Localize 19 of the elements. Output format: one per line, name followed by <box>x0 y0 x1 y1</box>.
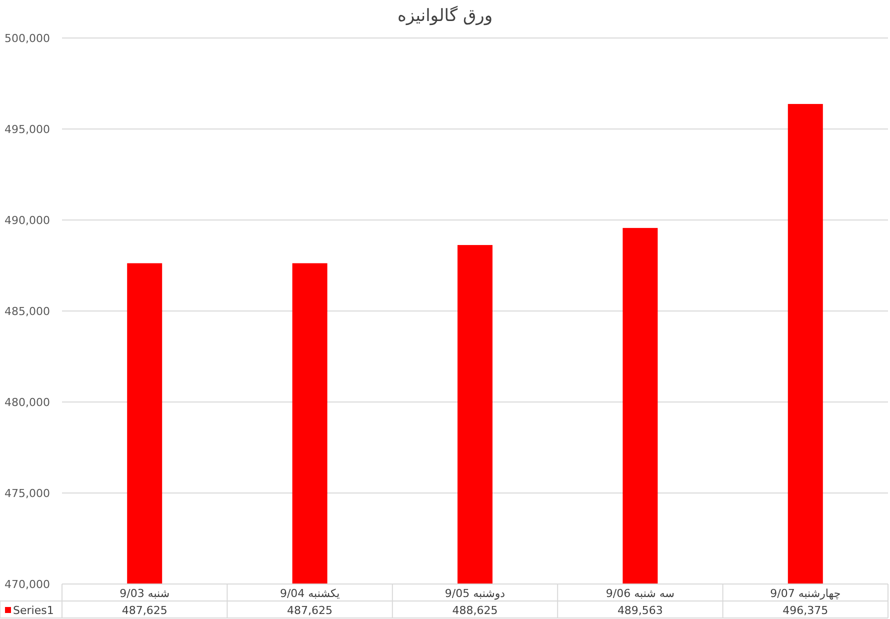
data-label: 489,563 <box>617 604 663 617</box>
x-tick-label: دوشنبه 9/05 <box>444 587 506 600</box>
y-tick-label: 480,000 <box>4 396 50 409</box>
y-tick-label: 490,000 <box>4 214 50 227</box>
data-label: 487,625 <box>287 604 333 617</box>
data-label: 496,375 <box>782 604 828 617</box>
data-label: 487,625 <box>122 604 168 617</box>
y-tick-label: 500,000 <box>4 32 50 45</box>
data-label: 488,625 <box>452 604 498 617</box>
x-tick-label: شنبه 9/03 <box>120 587 170 600</box>
legend-label: Series1 <box>13 604 54 617</box>
x-tick-label: یکشنبه 9/04 <box>280 587 340 600</box>
y-tick-label: 495,000 <box>4 123 50 136</box>
y-tick-label: 475,000 <box>4 487 50 500</box>
x-tick-label: سه شنبه 9/06 <box>606 587 674 600</box>
y-tick-label: 485,000 <box>4 305 50 318</box>
x-tick-label: چهارشنبه 9/07 <box>770 587 841 600</box>
chart-title: ورق گالوانیزه <box>397 5 493 26</box>
y-tick-label: 470,000 <box>4 578 50 591</box>
